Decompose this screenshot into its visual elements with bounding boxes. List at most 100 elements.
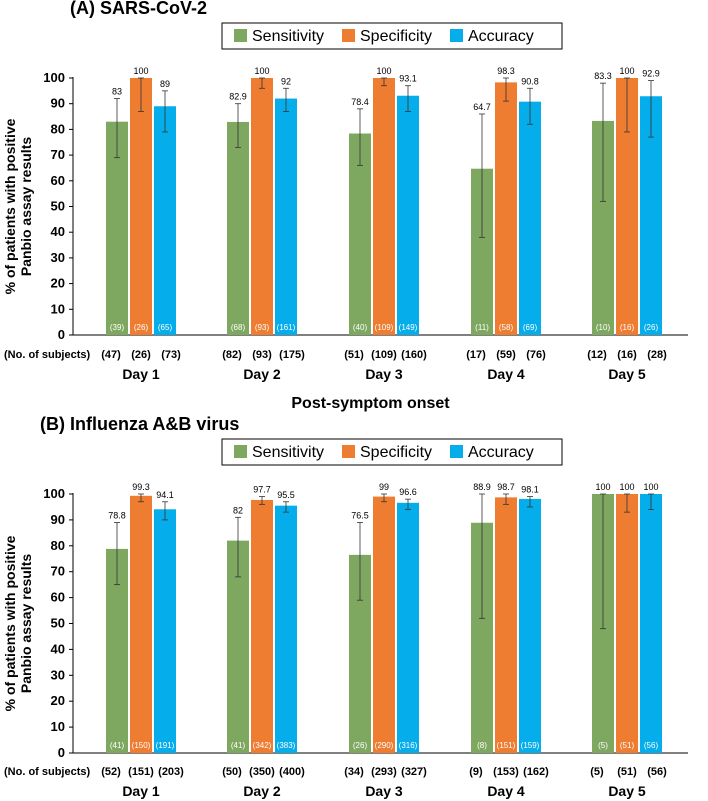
x-tick-label: Day 5 — [608, 783, 646, 799]
subject-count: (47) — [101, 349, 121, 361]
subject-count: (151) — [128, 766, 154, 778]
subject-count: (160) — [401, 349, 427, 361]
subject-count: (73) — [161, 349, 181, 361]
data-label: 100 — [133, 66, 148, 76]
y-tick-label: 100 — [43, 486, 65, 501]
legend-label-accuracy: Accuracy — [468, 28, 534, 45]
bar-count-label: (41) — [110, 741, 125, 750]
subject-count: (293) — [371, 766, 397, 778]
subject-count: (52) — [101, 766, 121, 778]
data-label: 97.7 — [253, 485, 271, 495]
data-label: 100 — [595, 482, 610, 492]
y-tick-label: 10 — [51, 301, 65, 316]
y-tick-label: 40 — [51, 641, 65, 656]
subject-count: (327) — [401, 766, 427, 778]
y-axis-title-line: Panbio assay results — [18, 137, 34, 277]
subject-count: (17) — [466, 349, 486, 361]
data-label: 95.5 — [277, 490, 295, 500]
y-tick-label: 10 — [51, 719, 65, 734]
subject-count: (50) — [222, 766, 242, 778]
subject-count: (56) — [647, 766, 667, 778]
data-label: 99 — [379, 482, 389, 492]
bar-sensitivity — [471, 522, 493, 753]
bar-accuracy — [519, 101, 541, 335]
bar-accuracy — [275, 98, 297, 335]
bar-count-label: (151) — [497, 741, 516, 750]
bar-count-label: (316) — [399, 741, 418, 750]
bar-sensitivity — [106, 548, 128, 753]
bar-sensitivity — [349, 133, 371, 335]
bar-count-label: (16) — [620, 323, 635, 332]
bar-count-label: (56) — [644, 741, 659, 750]
data-label: 89 — [160, 79, 170, 89]
bar-count-label: (26) — [134, 323, 149, 332]
subject-count: (16) — [617, 349, 637, 361]
data-label: 98.1 — [521, 485, 539, 495]
bar-count-label: (290) — [375, 741, 394, 750]
bar-accuracy — [154, 106, 176, 336]
x-tick-label: Day 2 — [243, 783, 281, 799]
bar-count-label: (39) — [110, 323, 125, 332]
data-label: 90.8 — [521, 76, 539, 86]
bar-sensitivity — [592, 120, 614, 335]
bar-specificity — [130, 78, 152, 335]
bar-count-label: (8) — [477, 741, 487, 750]
data-label: 83.3 — [594, 71, 612, 81]
data-label: 78.4 — [351, 97, 369, 107]
subject-count: (5) — [590, 766, 604, 778]
data-label: 82.9 — [229, 92, 247, 102]
bar-count-label: (159) — [521, 741, 540, 750]
subject-count: (93) — [252, 349, 272, 361]
y-tick-label: 100 — [43, 70, 65, 85]
x-tick-label: Day 2 — [243, 366, 281, 382]
data-label: 78.8 — [108, 510, 126, 520]
data-label: 99.3 — [132, 482, 150, 492]
bar-count-label: (58) — [499, 323, 514, 332]
bar-accuracy — [397, 502, 419, 753]
subject-count: (34) — [344, 766, 364, 778]
y-tick-label: 0 — [58, 745, 65, 760]
legend-box — [221, 438, 563, 466]
data-label: 92.9 — [642, 69, 660, 79]
data-label: 64.7 — [473, 102, 491, 112]
bar-count-label: (40) — [353, 323, 368, 332]
x-tick-label: Day 1 — [122, 366, 160, 382]
bar-specificity — [495, 82, 517, 335]
bar-count-label: (11) — [475, 323, 489, 332]
bar-specificity — [616, 494, 638, 753]
y-tick-label: 0 — [58, 327, 65, 342]
subject-count: (28) — [647, 349, 667, 361]
y-tick-label: 60 — [51, 173, 65, 188]
y-axis-title: % of patients with positivePanbio assay … — [2, 118, 34, 294]
bar-count-label: (68) — [231, 323, 246, 332]
subject-count: (350) — [249, 766, 275, 778]
chart-title: (A) SARS-CoV-2 — [70, 0, 207, 18]
data-label: 100 — [254, 66, 269, 76]
bar-count-label: (149) — [399, 323, 418, 332]
data-label: 82 — [233, 505, 243, 515]
bar-count-label: (93) — [255, 323, 270, 332]
bar-count-label: (10) — [596, 323, 611, 332]
x-axis-title: Post-symptom onset — [291, 395, 450, 412]
bar-sensitivity — [471, 168, 493, 335]
chart-panel-a: (A) SARS-CoV-2 Sensitivity Specificity Accu… — [2, 0, 688, 412]
subject-count: (203) — [158, 766, 184, 778]
bar-count-label: (191) — [156, 741, 175, 750]
subject-count: (153) — [493, 766, 519, 778]
data-label: 93.1 — [399, 74, 417, 84]
y-tick-label: 70 — [51, 564, 65, 579]
data-label: 100 — [376, 66, 391, 76]
subject-count: (82) — [222, 349, 242, 361]
y-tick-label: 80 — [51, 121, 65, 136]
y-tick-label: 50 — [51, 616, 65, 631]
legend-label-sensitivity: Sensitivity — [252, 444, 324, 461]
bar-count-label: (342) — [253, 741, 272, 750]
legend-label-specificity: Specificity — [360, 28, 432, 45]
y-axis-title-line: % of patients with positive — [2, 535, 18, 711]
bar-specificity — [373, 78, 395, 335]
legend-swatch-sensitivity — [234, 445, 247, 458]
legend-swatch-sensitivity — [234, 29, 247, 42]
legend-swatch-accuracy — [450, 445, 463, 458]
y-tick-label: 70 — [51, 147, 65, 162]
bar-specificity — [251, 78, 273, 335]
